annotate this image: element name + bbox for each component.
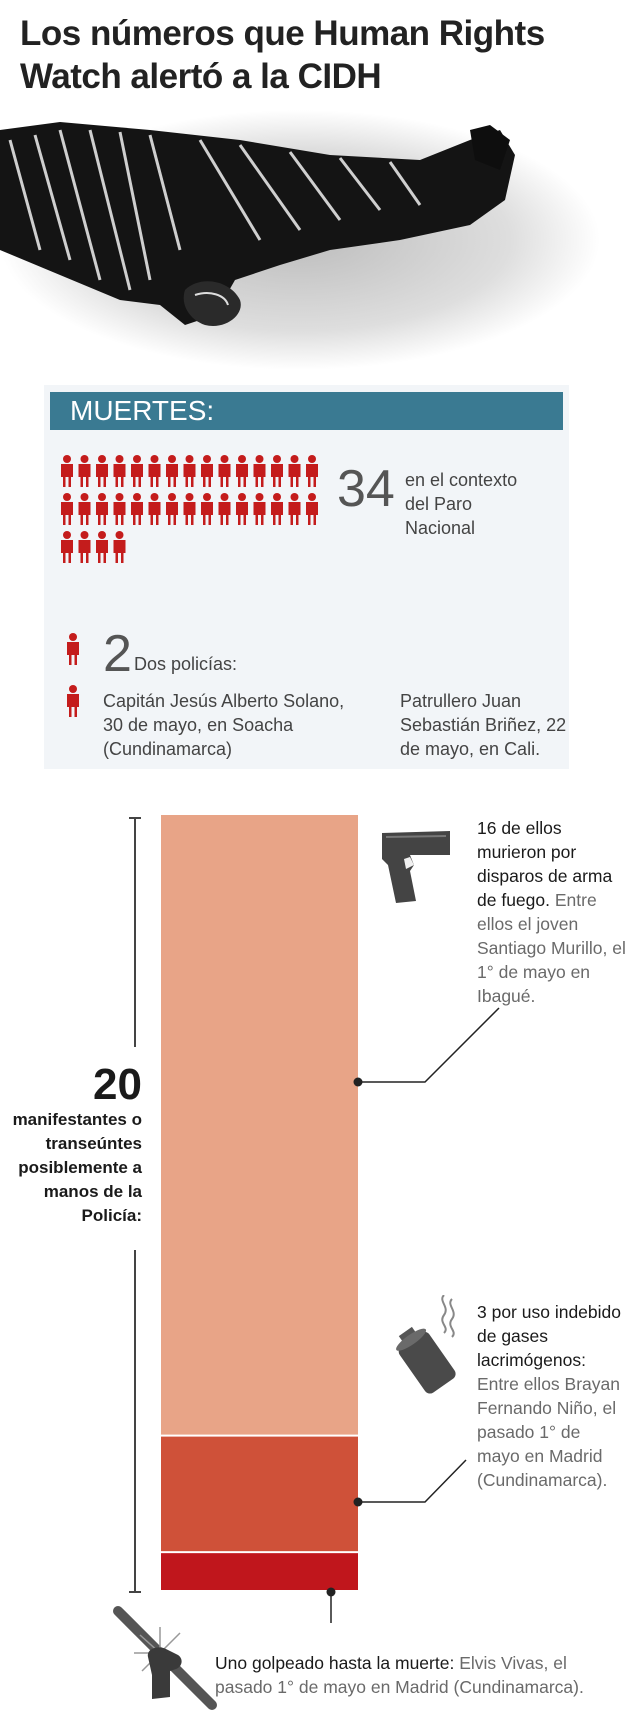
- person-icon: [183, 455, 196, 487]
- gas-annotation: 3 por uso indebido de gases lacrimógenos…: [477, 1300, 627, 1492]
- person-icon: [218, 493, 231, 525]
- beaten-detail: Elvis Vivas, el pasado 1° de mayo en Mad…: [215, 1653, 584, 1697]
- person-icon: [131, 455, 143, 487]
- marker-firearm: [353, 1077, 363, 1087]
- police-victims-count: 20: [93, 1060, 142, 1109]
- leader-line-gas: [358, 1459, 467, 1503]
- bar-beaten: [161, 1553, 358, 1590]
- person-icon: [96, 455, 108, 487]
- person-icon: [218, 455, 231, 487]
- person-icon: [288, 493, 301, 525]
- beaten-lead: Uno golpeado hasta la muerte:: [215, 1653, 455, 1673]
- person-icon: [271, 493, 283, 525]
- person-icon: [67, 685, 79, 717]
- person-icon: [201, 455, 213, 487]
- leader-line-firearm: [358, 1007, 500, 1083]
- person-icon: [61, 493, 73, 525]
- deaths-panel: [44, 385, 569, 769]
- person-icon: [306, 493, 318, 525]
- person-icon: [166, 493, 178, 525]
- page-title: Los números que Human Rights Watch alert…: [20, 14, 545, 96]
- person-icon: [271, 455, 283, 487]
- person-icon: [78, 455, 91, 487]
- gas-lead: 3 por uso indebido de gases lacrimógenos…: [477, 1302, 621, 1370]
- person-icon: [96, 531, 108, 563]
- person-icon: [113, 493, 126, 525]
- person-icon: [253, 493, 266, 525]
- person-icon: [201, 493, 213, 525]
- police-victim-1: Capitán Jesús Alberto Solano, 30 de mayo…: [103, 691, 345, 759]
- bar-gas: [161, 1436, 358, 1552]
- person-icon: [288, 455, 301, 487]
- person-icon: [148, 455, 161, 487]
- bracket-line: [134, 817, 136, 1047]
- firearm-annotation: 16 de ellos murieron por disparos de arm…: [477, 816, 627, 1008]
- person-icon: [113, 531, 126, 563]
- person-icon: [67, 633, 79, 665]
- baton-fist-icon: [113, 1606, 217, 1710]
- person-icon: [166, 455, 178, 487]
- person-icon: [78, 493, 91, 525]
- police-deaths-title: Dos policías:: [134, 654, 238, 674]
- victim-illustration: [0, 110, 600, 370]
- person-icon: [78, 531, 91, 563]
- bar-firearm: [161, 815, 358, 1435]
- beaten-annotation: Uno golpeado hasta la muerte: Elvis Viva…: [215, 1651, 615, 1699]
- deaths-total-desc: en el contexto del Paro Nacional: [405, 470, 518, 538]
- person-icon: [131, 493, 143, 525]
- tear-gas-canister-icon: [396, 1295, 456, 1394]
- police-victim-2: Patrullero Juan Sebastián Briñez, 22 de …: [400, 691, 567, 759]
- gas-detail: Entre ellos Brayan Fernando Niño, el pas…: [477, 1374, 620, 1490]
- person-icon: [236, 455, 248, 487]
- person-icon: [113, 455, 126, 487]
- person-icon: [236, 493, 248, 525]
- person-icon: [61, 531, 73, 563]
- pistol-icon: [382, 831, 450, 903]
- deaths-header-bar: [50, 392, 563, 430]
- person-icon: [253, 455, 266, 487]
- police-deaths-count: 2: [103, 625, 132, 683]
- person-icon: [96, 493, 108, 525]
- deaths-pictogram: [61, 455, 318, 563]
- person-icon: [183, 493, 196, 525]
- marker-gas: [353, 1497, 363, 1507]
- bracket-line: [134, 1250, 136, 1592]
- deaths-header: MUERTES:: [70, 395, 215, 426]
- police-victims-desc: manifestantes o transeúntes posiblemente…: [12, 1110, 142, 1225]
- person-icon: [306, 455, 318, 487]
- person-icon: [148, 493, 161, 525]
- firearm-lead: 16 de ellos murieron por disparos de arm…: [477, 818, 613, 910]
- firearm-detail: Entre ellos el joven Santiago Murillo, e…: [477, 890, 626, 1006]
- deaths-total: 34: [337, 460, 395, 518]
- marker-beaten: [326, 1587, 336, 1597]
- bracket-bottom: [129, 1591, 141, 1593]
- person-icon: [61, 455, 73, 487]
